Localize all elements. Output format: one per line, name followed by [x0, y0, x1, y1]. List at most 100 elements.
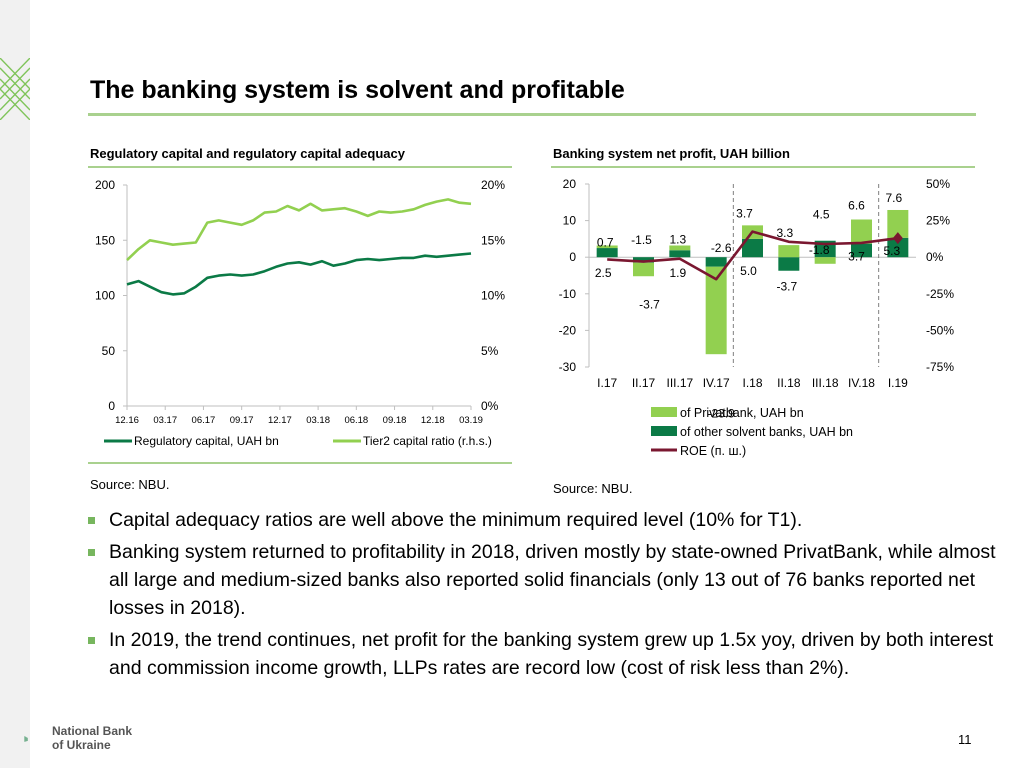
data-label-other-banks: -3.7	[776, 280, 797, 294]
x-tick-label: 03.18	[306, 415, 330, 426]
bar-privatbank	[596, 245, 618, 249]
x-category-label: II.18	[777, 376, 801, 390]
bullet-text: In 2019, the trend continues, net profit…	[109, 629, 994, 679]
right-source: Source: NBU.	[553, 481, 633, 496]
x-category-label: I.18	[742, 376, 762, 390]
bar-other-banks	[705, 257, 727, 267]
bar-privatbank	[669, 245, 691, 251]
y-tick-label: 200	[95, 178, 115, 192]
bar-other-banks	[633, 257, 654, 263]
data-label-other-banks: 3.7	[848, 250, 865, 264]
series-line-regulatory-capital	[126, 252, 472, 296]
legend-label: Tier2 capital ratio (r.h.s.)	[363, 434, 492, 448]
logo-line-1: National Bank	[52, 724, 133, 738]
y-tick-label: -20	[559, 323, 577, 337]
x-category-label: III.17	[666, 376, 693, 390]
x-category-label: III.18	[812, 376, 839, 390]
x-tick-label: 09.18	[383, 415, 407, 426]
bullet-item: Banking system returned to profitability…	[88, 538, 1008, 622]
x-tick-label: 09.17	[230, 415, 254, 426]
data-label-privatbank: 3.3	[776, 226, 793, 240]
y2-tick-label: 10%	[481, 289, 505, 303]
capital-line-chart: 200 150 100 50 0 20% 15% 10% 5% 0% 12.16 03.17 06.17…	[95, 178, 505, 448]
data-label-other-banks: 5.0	[740, 264, 757, 278]
data-label-other-banks: 1.9	[669, 266, 686, 280]
x-tick-label: 12.16	[115, 415, 139, 426]
bullet-marker	[88, 517, 95, 524]
y-tick-label: 0	[569, 250, 576, 264]
page-number: 11	[958, 732, 972, 747]
bullet-marker	[88, 549, 95, 556]
legend-label: ROE (п. ш.)	[680, 444, 746, 458]
y2-tick-label: 0%	[481, 399, 499, 413]
x-category-label: II.17	[632, 376, 656, 390]
data-label-privatbank: 1.3	[669, 232, 686, 246]
right-subtitle-divider	[551, 166, 975, 168]
data-label-privatbank: 3.7	[736, 206, 753, 220]
y2-tick-label: -25%	[926, 287, 954, 301]
data-label-other-banks: 5.3	[883, 244, 900, 258]
y-tick-label: 20	[563, 177, 577, 191]
data-label-privatbank: 7.6	[885, 191, 902, 205]
right-chart-subtitle: Banking system net profit, UAH billion	[553, 146, 790, 161]
decorative-strip	[0, 0, 30, 768]
x-tick-label: 03.17	[153, 415, 177, 426]
bar-privatbank	[887, 209, 909, 238]
x-tick-label: 03.19	[459, 415, 483, 426]
x-category-label: I.17	[597, 376, 617, 390]
legend-label: of other solvent banks, UAH bn	[680, 425, 853, 439]
y-tick-label: 150	[95, 233, 115, 247]
legend-label: of Privatbank, UAH bn	[680, 406, 804, 420]
y-tick-label: 100	[95, 289, 115, 303]
series-line-roe	[607, 230, 898, 281]
roe-last-point-marker	[892, 232, 903, 245]
profit-bar-chart: 20 10 0 -10 -20 -30 50% 25% 0% -25% -50% -75% I.17 II…	[559, 177, 955, 458]
bar-other-banks	[596, 248, 618, 258]
y2-tick-label: 20%	[481, 178, 505, 192]
y-tick-label: 0	[108, 399, 115, 413]
bar-privatbank	[778, 245, 800, 258]
series-line-tier2-ratio	[126, 198, 472, 262]
bar-privatbank	[814, 257, 836, 264]
y2-tick-label: 5%	[481, 344, 499, 358]
data-label-other-banks: 2.5	[595, 266, 612, 280]
y2-tick-label: 15%	[481, 233, 505, 247]
title-divider	[88, 113, 976, 116]
data-label-other-banks: -1.5	[631, 233, 652, 247]
bar-privatbank	[851, 219, 872, 244]
bar-privatbank	[633, 262, 654, 277]
nbu-logo-icon	[24, 736, 28, 742]
x-tick-label: 06.17	[192, 415, 216, 426]
x-tick-label: 12.18	[421, 415, 445, 426]
bullet-marker	[88, 637, 95, 644]
data-label-privatbank: 6.6	[848, 199, 865, 213]
y2-tick-label: 0%	[926, 250, 944, 264]
y2-tick-label: -75%	[926, 360, 954, 374]
data-label-privatbank: -1.8	[809, 243, 830, 257]
nbu-logo-text: National Bank of Ukraine	[52, 724, 132, 752]
x-tick-label: 06.18	[344, 415, 368, 426]
bar-other-banks	[778, 257, 800, 271]
bullet-item: In 2019, the trend continues, net profit…	[88, 626, 1008, 682]
ornament-icon	[0, 58, 30, 120]
data-label-privatbank: 0.7	[597, 236, 614, 250]
logo-line-2: of Ukraine	[52, 738, 111, 752]
y2-tick-label: 50%	[926, 177, 950, 191]
left-bottom-divider	[88, 462, 512, 464]
bar-other-banks	[742, 238, 763, 258]
bullet-text: Capital adequacy ratios are well above t…	[109, 509, 803, 531]
x-tick-label: 12.17	[268, 415, 292, 426]
legend-swatch-other-banks	[651, 426, 677, 436]
y2-tick-label: 25%	[926, 214, 950, 228]
bullet-text: Banking system returned to profitability…	[109, 541, 996, 619]
y-tick-label: 10	[563, 214, 577, 228]
left-chart-subtitle: Regulatory capital and regulatory capita…	[90, 146, 405, 161]
bar-other-banks	[669, 250, 691, 258]
bar-privatbank	[705, 266, 727, 355]
x-category-label: I.19	[888, 376, 908, 390]
y-tick-label: -10	[559, 287, 577, 301]
bullet-item: Capital adequacy ratios are well above t…	[88, 506, 1008, 534]
legend-label: Regulatory capital, UAH bn	[134, 434, 279, 448]
data-label-other-banks: 4.5	[813, 207, 830, 221]
x-category-label: IV.17	[703, 376, 730, 390]
